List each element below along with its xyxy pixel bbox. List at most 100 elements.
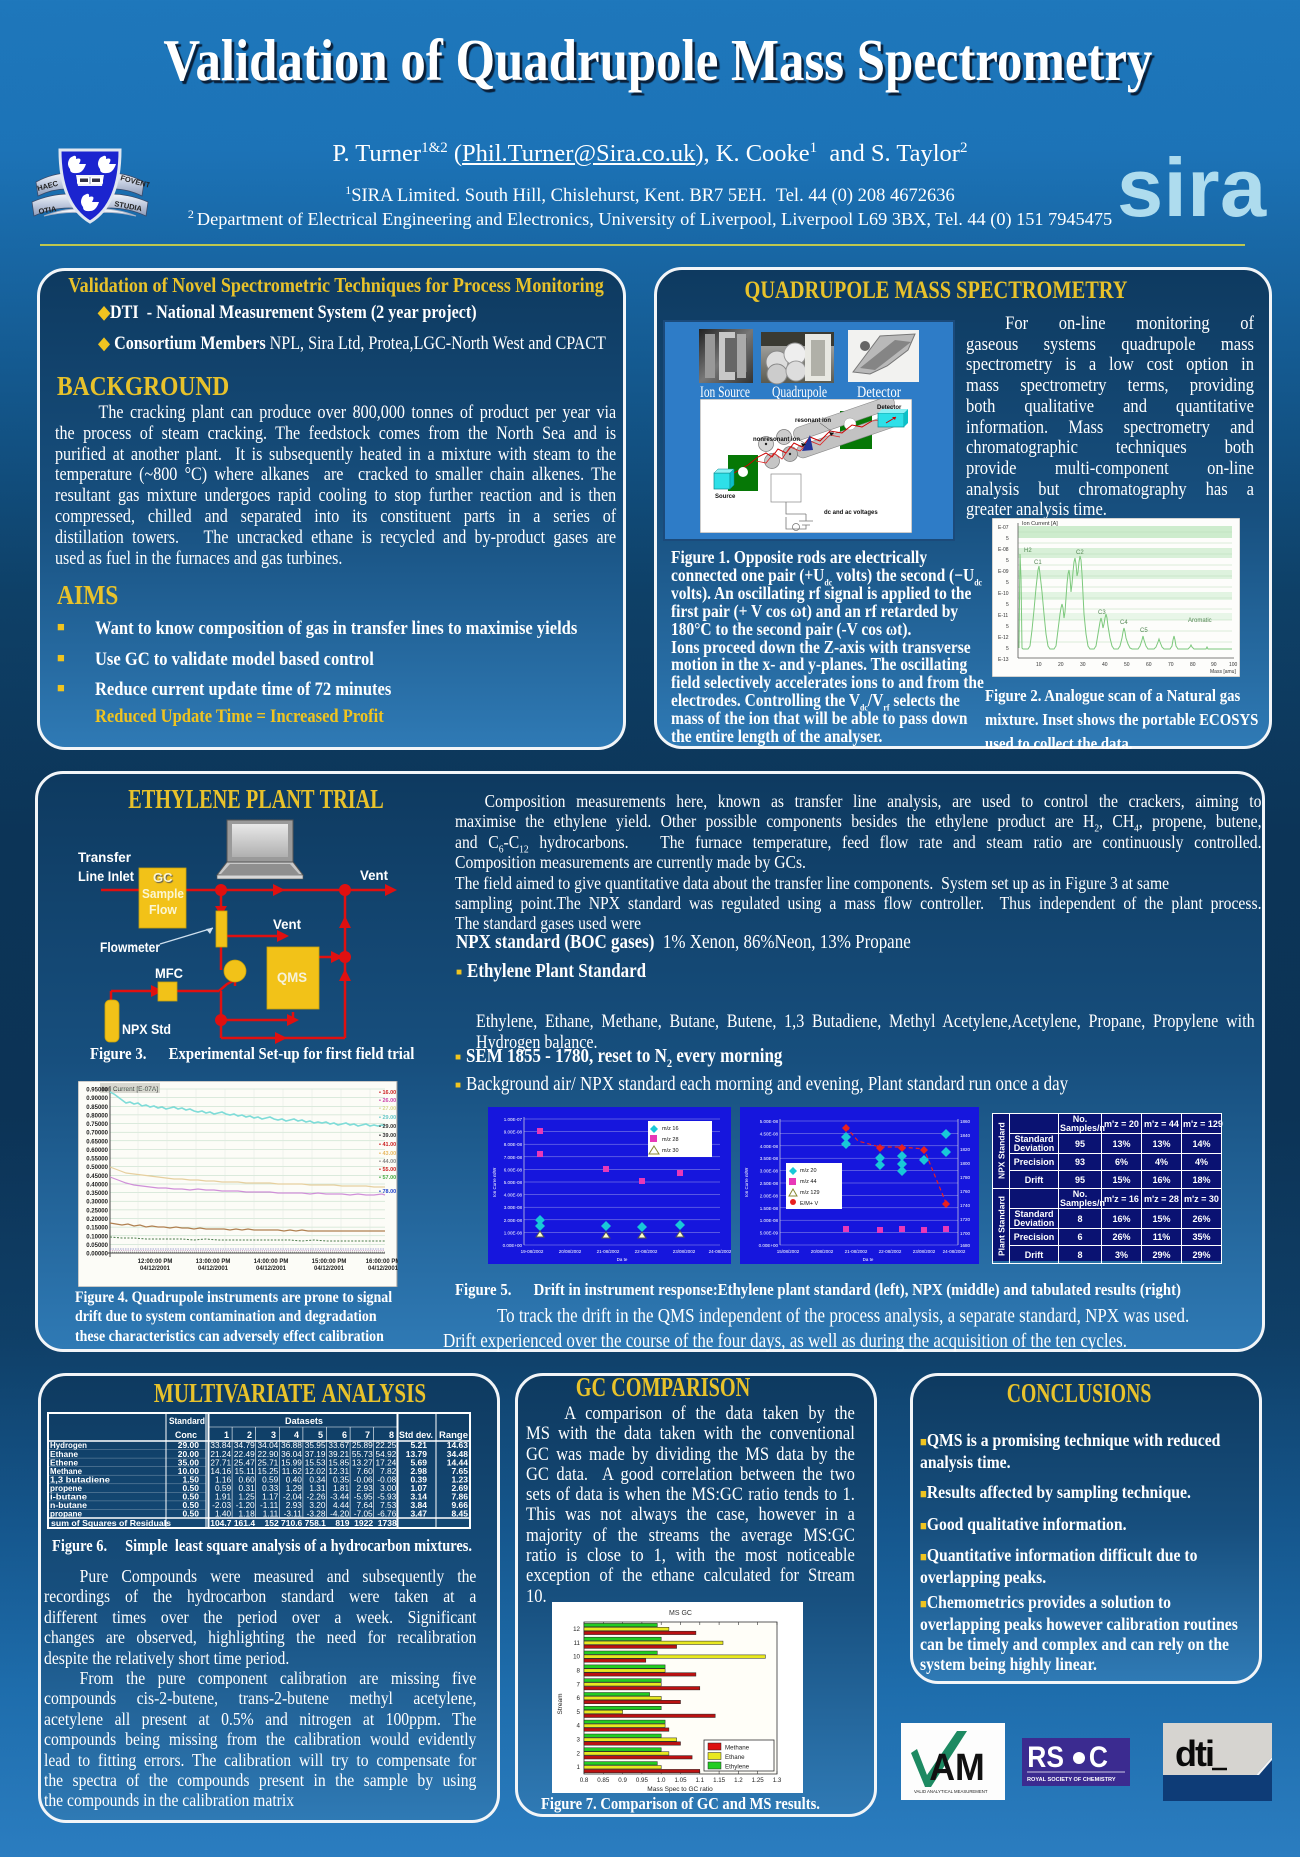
svg-text:dc and ac voltages: dc and ac voltages — [824, 510, 878, 516]
svg-text:-0.08: -0.08 — [377, 1474, 396, 1484]
svg-text:0.55000: 0.55000 — [86, 1157, 108, 1163]
svg-text:23/08/2002: 23/08/2002 — [673, 1249, 696, 1254]
svg-text:-2.04: -2.04 — [283, 1492, 302, 1502]
svg-text:Conc: Conc — [175, 1430, 197, 1440]
svg-text:n-butane: n-butane — [50, 1500, 87, 1510]
svg-text:4.44: 4.44 — [333, 1500, 350, 1510]
svg-text:104.7: 104.7 — [210, 1518, 232, 1528]
svg-text:4.50E-08: 4.50E-08 — [760, 1131, 779, 1136]
svg-text:40: 40 — [1102, 662, 1108, 668]
svg-text:1.25: 1.25 — [752, 1777, 765, 1784]
svg-text:20/08/2002: 20/08/2002 — [559, 1249, 582, 1254]
svg-text:0.75000: 0.75000 — [86, 1122, 108, 1128]
svg-text:12:00:00 PM: 12:00:00 PM — [138, 1259, 173, 1265]
svg-text:0.30000: 0.30000 — [86, 1200, 108, 1206]
svg-text:25.71: 25.71 — [258, 1457, 279, 1467]
svg-text:GC: GC — [153, 870, 173, 885]
svg-text:Hydrogen: Hydrogen — [50, 1440, 87, 1450]
svg-text:1.40: 1.40 — [215, 1509, 232, 1519]
svg-text:0.20000: 0.20000 — [86, 1217, 108, 1223]
svg-text:22.25: 22.25 — [376, 1440, 397, 1450]
svg-text:Quadrupole: Quadrupole — [772, 384, 827, 401]
svg-text:0.8: 0.8 — [580, 1777, 589, 1784]
svg-text:0.35: 0.35 — [333, 1474, 350, 1484]
svg-text:5: 5 — [1006, 536, 1009, 542]
svg-text:36.88: 36.88 — [281, 1440, 302, 1450]
svg-text:24-08/2002: 24-08/2002 — [943, 1249, 966, 1254]
svg-text:1,3 butadiene: 1,3 butadiene — [50, 1474, 110, 1484]
svg-text:1.00E-07: 1.00E-07 — [504, 1117, 523, 1122]
svg-text:m/z 20: m/z 20 — [800, 1168, 817, 1174]
svg-text:55.73: 55.73 — [352, 1449, 373, 1459]
svg-text:0.90000: 0.90000 — [86, 1096, 108, 1102]
svg-text:0.40000: 0.40000 — [86, 1183, 108, 1189]
svg-text:2.50E-08: 2.50E-08 — [760, 1181, 779, 1186]
svg-text:Vent: Vent — [273, 916, 301, 932]
svg-text:3.00E-08: 3.00E-08 — [504, 1205, 523, 1210]
svg-text:5: 5 — [1006, 558, 1009, 564]
svg-text:-4.20: -4.20 — [330, 1509, 349, 1519]
svg-text:12.02: 12.02 — [305, 1466, 326, 1476]
svg-text:21-08/2002: 21-08/2002 — [597, 1249, 620, 1254]
svg-text:1.23: 1.23 — [451, 1474, 468, 1484]
svg-text:1.3: 1.3 — [773, 1777, 782, 1784]
svg-text:Ion Current [A]: Ion Current [A] — [1022, 521, 1058, 527]
svg-text:Mass Spec to GC ratio: Mass Spec to GC ratio — [647, 1786, 713, 1793]
svg-text:0.10000: 0.10000 — [86, 1234, 108, 1240]
svg-text:25.89: 25.89 — [352, 1440, 373, 1450]
svg-text:2.69: 2.69 — [451, 1483, 468, 1493]
svg-text:14.63: 14.63 — [447, 1440, 469, 1450]
svg-text:161.4: 161.4 — [234, 1518, 256, 1528]
svg-text:37.19: 37.19 — [305, 1449, 326, 1459]
svg-text:Standard: Standard — [169, 1416, 205, 1426]
svg-text:Datasets: Datasets — [285, 1416, 323, 1426]
svg-text:• 26.00: • 26.00 — [379, 1098, 396, 1104]
svg-text:5: 5 — [318, 1430, 323, 1440]
svg-text:710.6: 710.6 — [281, 1518, 303, 1528]
svg-text:C3: C3 — [1098, 610, 1106, 616]
svg-text:Da te: Da te — [617, 1257, 628, 1262]
svg-text:• 55.00: • 55.00 — [379, 1167, 396, 1173]
svg-text:1.00E-08: 1.00E-08 — [504, 1230, 523, 1235]
svg-text:7.53: 7.53 — [380, 1500, 397, 1510]
svg-text:1760: 1760 — [960, 1189, 971, 1194]
svg-text:C5: C5 — [1140, 628, 1148, 634]
svg-text:5.69: 5.69 — [410, 1457, 427, 1467]
svg-text:1.00E-08: 1.00E-08 — [760, 1218, 779, 1223]
svg-text:5: 5 — [577, 1709, 581, 1716]
svg-text:0.34: 0.34 — [309, 1474, 326, 1484]
svg-text:Std dev.: Std dev. — [399, 1430, 433, 1440]
svg-text:0.45000: 0.45000 — [86, 1174, 108, 1180]
svg-text:Vent: Vent — [360, 867, 388, 883]
svg-text:7.86: 7.86 — [451, 1492, 468, 1502]
svg-text:1720: 1720 — [960, 1217, 971, 1222]
svg-text:Mass [amu]: Mass [amu] — [1210, 669, 1236, 675]
svg-text:0.00000: 0.00000 — [86, 1252, 108, 1258]
svg-text:MS GC: MS GC — [669, 1610, 692, 1617]
svg-text:6.00E-08: 6.00E-08 — [504, 1167, 523, 1172]
svg-text:0.40: 0.40 — [286, 1474, 303, 1484]
svg-text:22.49: 22.49 — [234, 1449, 255, 1459]
svg-text:1.05: 1.05 — [674, 1777, 687, 1784]
svg-text:22.90: 22.90 — [258, 1449, 279, 1459]
svg-text:7.65: 7.65 — [451, 1466, 468, 1476]
svg-text:1820: 1820 — [960, 1147, 971, 1152]
svg-text:0.05000: 0.05000 — [86, 1243, 108, 1249]
svg-text:E-12: E-12 — [998, 635, 1009, 641]
svg-text:13:00:00 PM: 13:00:00 PM — [196, 1259, 231, 1265]
svg-text:Ion Current [E-07A]: Ion Current [E-07A] — [102, 1086, 158, 1093]
svg-text:1840: 1840 — [960, 1133, 971, 1138]
svg-text:• 39.00: • 39.00 — [379, 1133, 396, 1139]
svg-text:-2.03: -2.03 — [212, 1500, 231, 1510]
svg-text:3.20: 3.20 — [309, 1500, 326, 1510]
svg-text:1: 1 — [577, 1764, 581, 1771]
svg-text:• 44.00: • 44.00 — [379, 1159, 396, 1165]
svg-text:4.00E-08: 4.00E-08 — [504, 1193, 523, 1198]
svg-text:Ethane: Ethane — [725, 1754, 745, 1761]
svg-text:Aromatic: Aromatic — [1188, 618, 1212, 624]
svg-text:3.84: 3.84 — [410, 1500, 427, 1510]
svg-text:sum of Squares of Residuals: sum of Squares of Residuals — [51, 1518, 171, 1528]
svg-text:15/08/2002: 15/08/2002 — [777, 1249, 800, 1254]
svg-text:04/12/2001: 04/12/2001 — [314, 1266, 345, 1272]
svg-text:1.31: 1.31 — [309, 1483, 326, 1493]
